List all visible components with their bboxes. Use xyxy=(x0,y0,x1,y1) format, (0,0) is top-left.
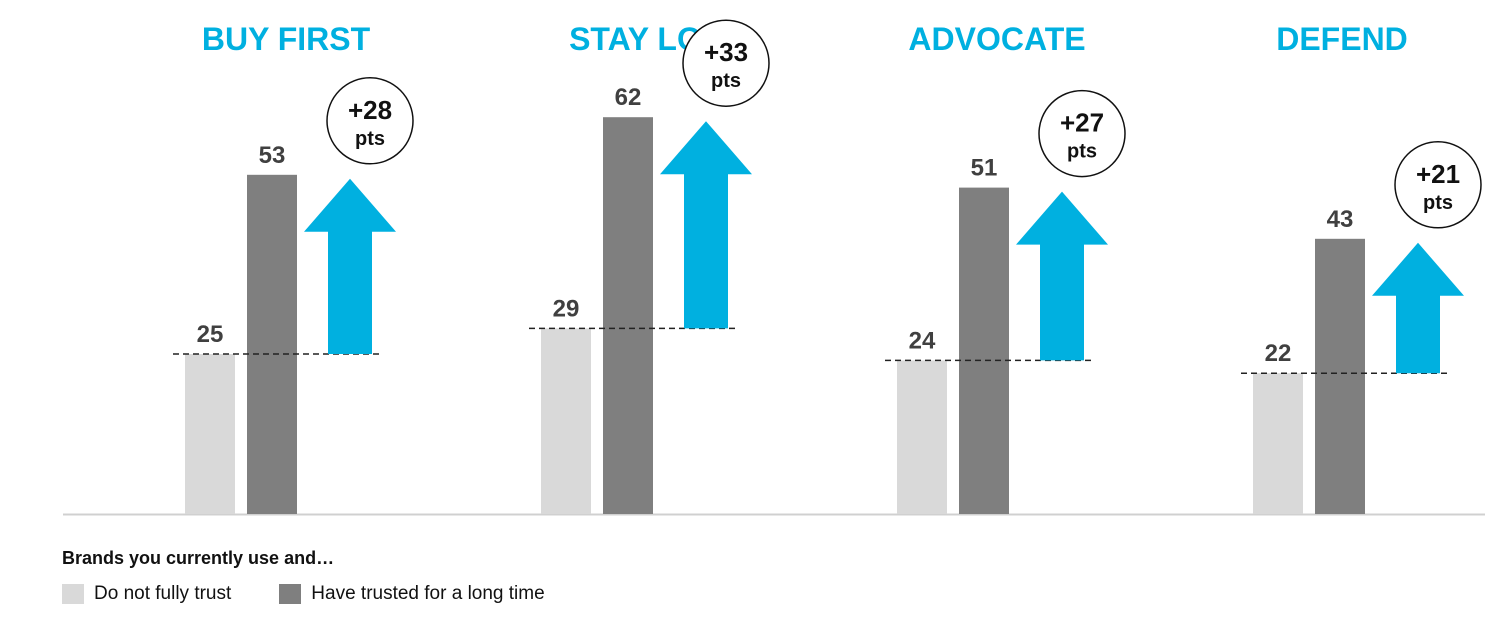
legend-title: Brands you currently use and… xyxy=(62,548,335,568)
data-label: 24 xyxy=(909,327,936,354)
data-label: 29 xyxy=(553,295,580,322)
data-label: 43 xyxy=(1327,206,1354,233)
difference-value: +28 xyxy=(348,95,392,125)
category-title: BUY FIRST xyxy=(202,21,371,57)
arrow-up-icon xyxy=(1016,191,1108,361)
data-label: 22 xyxy=(1265,340,1292,367)
difference-unit: pts xyxy=(1067,141,1097,163)
difference-badge xyxy=(1038,89,1126,178)
legend: Brands you currently use and… Do not ful… xyxy=(62,548,593,605)
legend-swatch-light xyxy=(62,584,84,604)
arrow-up-icon xyxy=(660,121,752,329)
data-label: 62 xyxy=(615,84,642,111)
data-label: 51 xyxy=(971,155,998,182)
data-label: 53 xyxy=(259,142,286,169)
difference-value: +27 xyxy=(1060,108,1104,138)
legend-item-trusted-long-time: Have trusted for a long time xyxy=(279,583,545,605)
legend-item-do-not-fully-trust: Do not fully trust xyxy=(62,583,231,605)
difference-value: +33 xyxy=(704,37,748,67)
bar-trusted-long-time xyxy=(959,187,1009,514)
difference-badge xyxy=(1394,141,1482,229)
data-label: 25 xyxy=(197,321,224,348)
difference-unit: pts xyxy=(711,70,741,92)
category-title: ADVOCATE xyxy=(908,21,1085,57)
bar-do-not-fully-trust xyxy=(1253,373,1303,514)
bar-trusted-long-time xyxy=(603,117,653,514)
legend-label: Do not fully trust xyxy=(94,583,232,604)
bar-do-not-fully-trust xyxy=(541,328,591,514)
arrow-up-icon xyxy=(304,178,396,354)
bar-trusted-long-time xyxy=(1315,238,1365,515)
bar-do-not-fully-trust xyxy=(897,360,947,514)
category-title: DEFEND xyxy=(1276,21,1408,57)
difference-unit: pts xyxy=(1423,192,1453,214)
bar-trusted-long-time xyxy=(247,174,297,515)
difference-value: +21 xyxy=(1416,159,1460,189)
difference-badge xyxy=(682,19,770,107)
arrow-up-icon xyxy=(1372,242,1464,374)
difference-unit: pts xyxy=(355,128,385,150)
difference-badge xyxy=(326,77,414,165)
legend-label: Have trusted for a long time xyxy=(311,583,545,604)
bar-do-not-fully-trust xyxy=(185,354,235,514)
legend-swatch-dark xyxy=(279,584,302,604)
